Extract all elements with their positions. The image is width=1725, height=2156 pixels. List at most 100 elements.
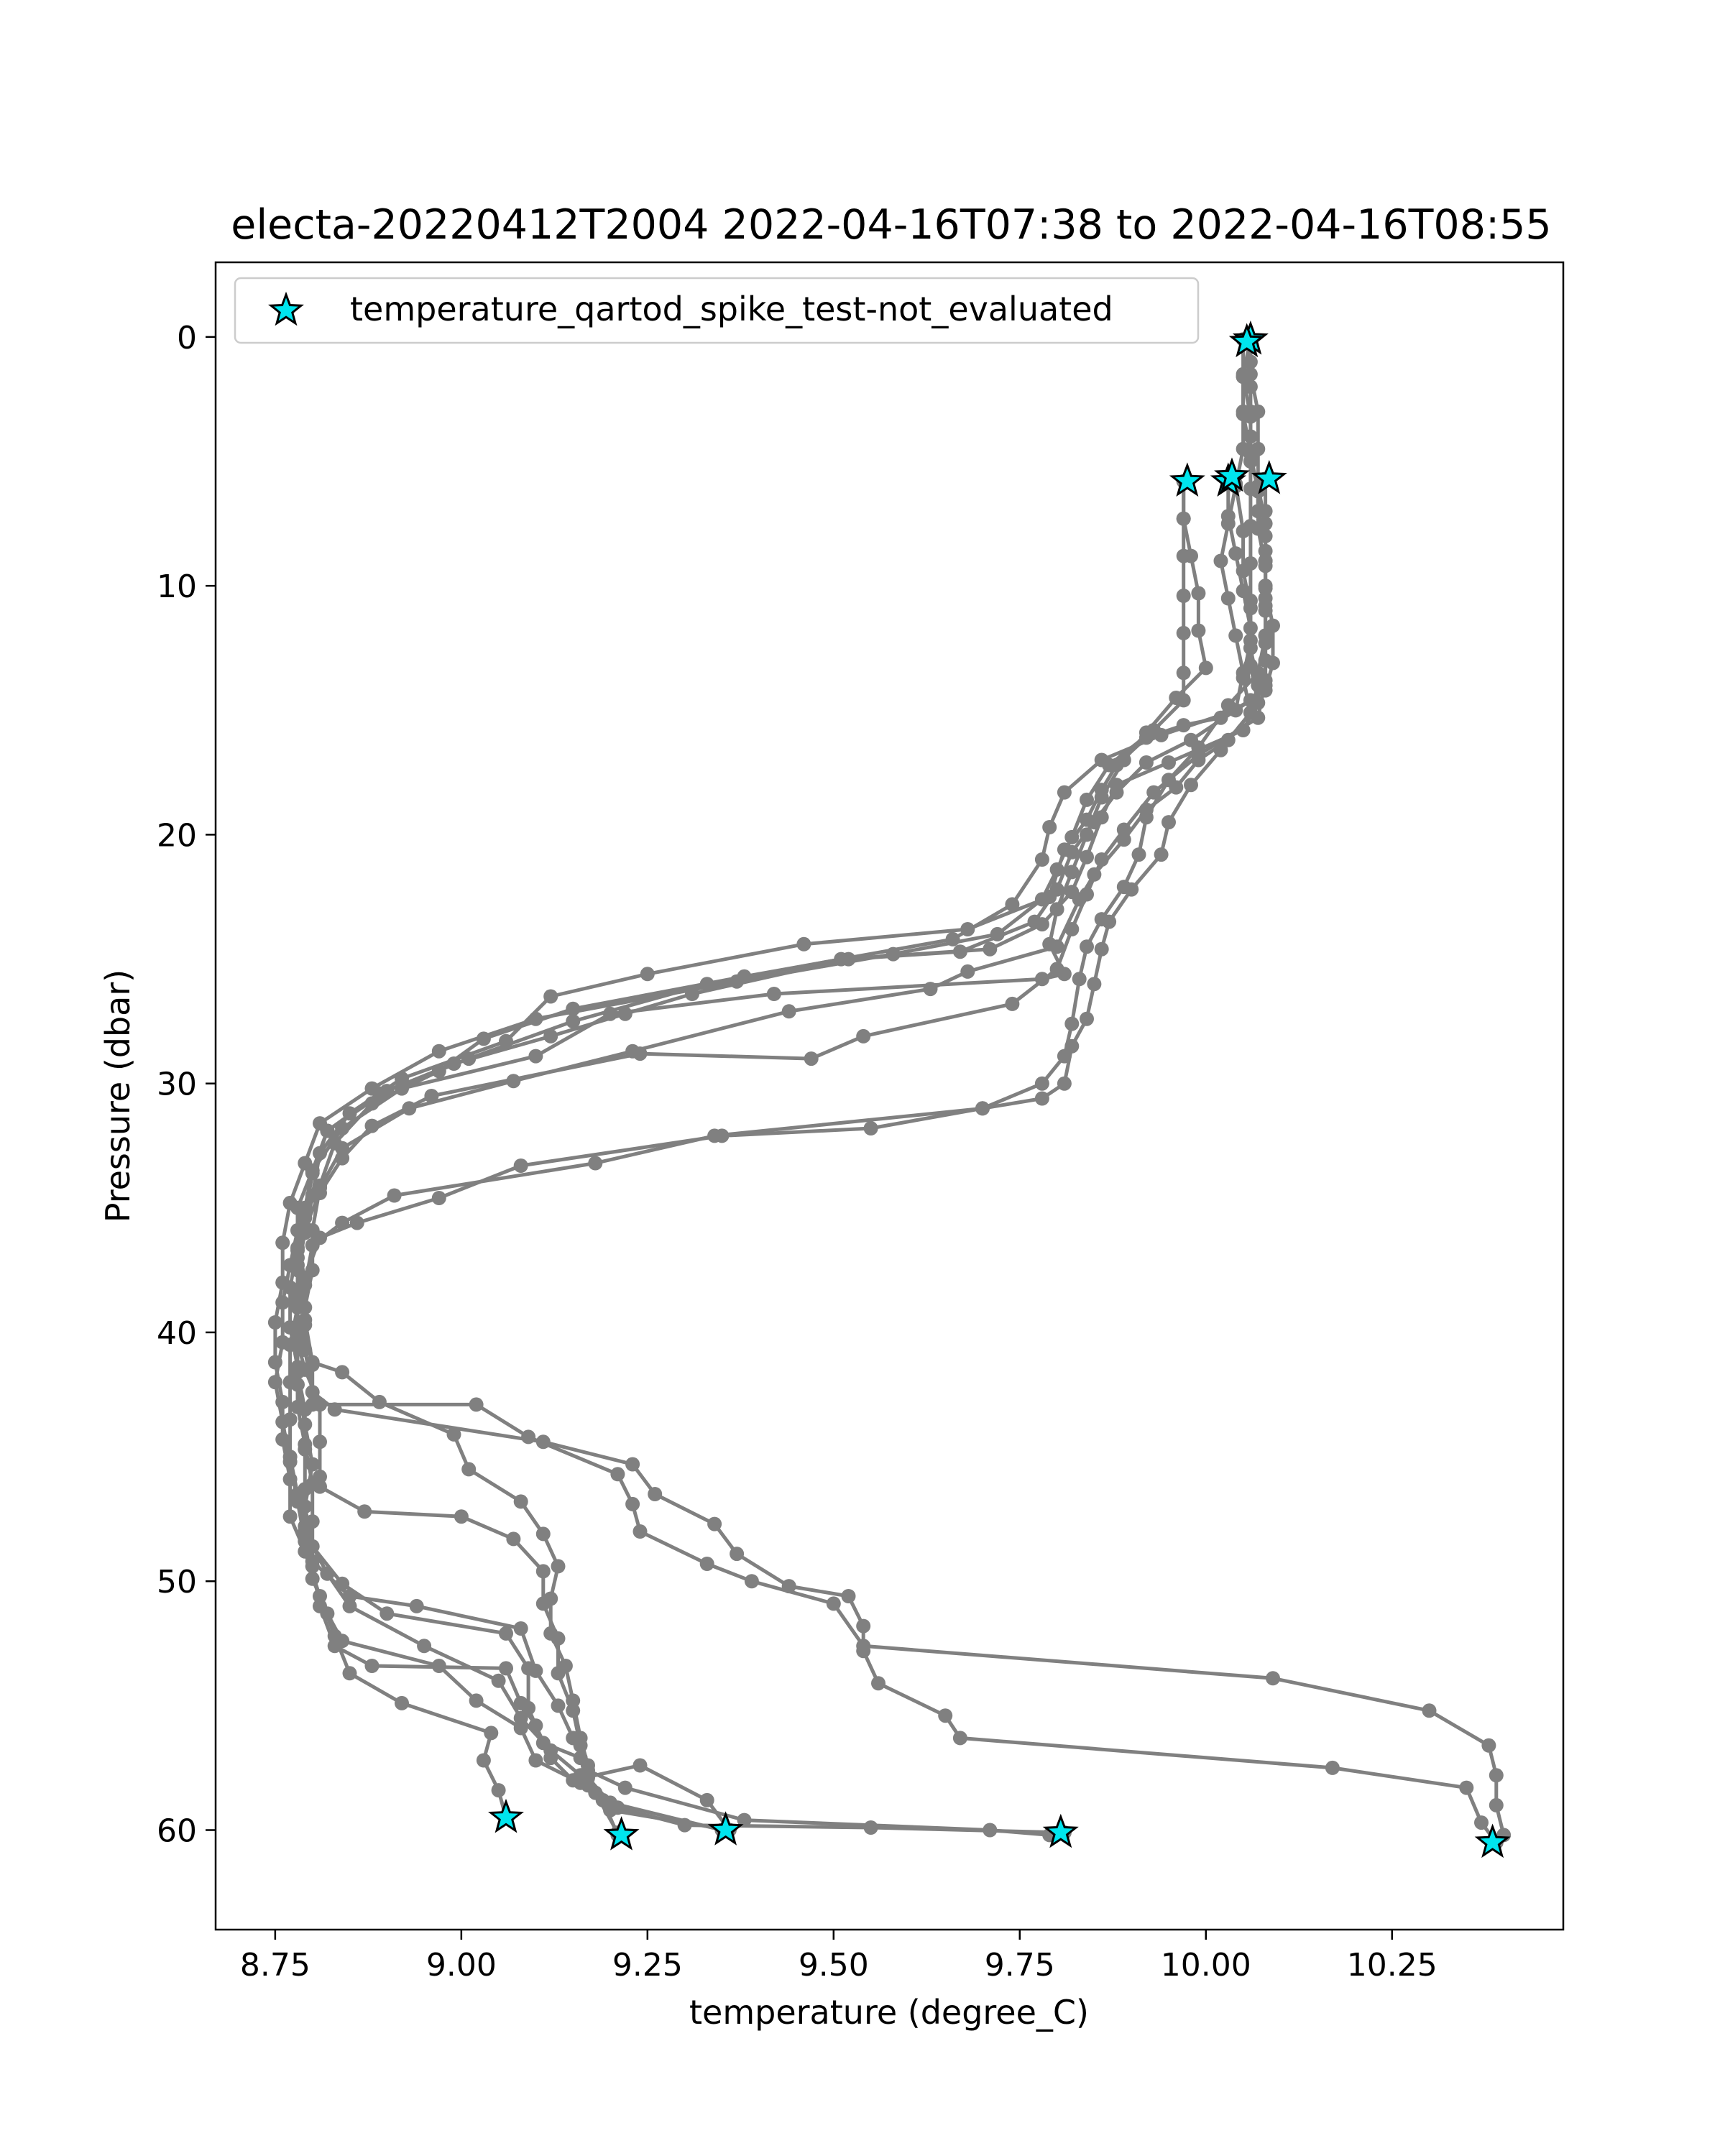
profile-point xyxy=(335,1151,350,1166)
profile-point xyxy=(566,1014,581,1029)
y-tick-label: 50 xyxy=(157,1564,197,1600)
profile-point xyxy=(282,1472,298,1487)
profile-point xyxy=(1154,847,1169,862)
profile-point xyxy=(305,1238,320,1253)
profile-point xyxy=(1162,755,1176,770)
profile-point xyxy=(1169,691,1184,705)
profile-point xyxy=(990,926,1005,941)
profile-point xyxy=(1094,790,1109,805)
profile-point xyxy=(1049,902,1064,917)
profile-point xyxy=(1422,1703,1437,1718)
profile-point xyxy=(1481,1738,1496,1753)
profile-point xyxy=(1005,996,1020,1011)
spike-flags xyxy=(488,320,1511,1858)
profile-point xyxy=(871,1676,886,1691)
profile-point xyxy=(528,1718,543,1733)
profile-point xyxy=(983,1823,998,1838)
profile-point xyxy=(551,1631,566,1646)
profile-point xyxy=(543,1751,558,1766)
profile-point xyxy=(1176,665,1191,681)
profile-point xyxy=(1236,369,1251,384)
profile-point xyxy=(1087,977,1102,992)
profile-point xyxy=(1124,882,1139,897)
series-lines xyxy=(267,332,1512,1850)
profile-point xyxy=(267,1355,282,1370)
profile-point xyxy=(1198,660,1213,676)
profile-point xyxy=(543,1028,558,1044)
profile-point xyxy=(1116,752,1131,768)
profile-point xyxy=(1080,827,1094,842)
profile-point xyxy=(298,1482,313,1497)
profile-point xyxy=(491,1673,506,1688)
spike-flag-marker xyxy=(1042,1813,1079,1848)
profile-point xyxy=(357,1504,372,1519)
profile-point xyxy=(632,1758,648,1773)
profile-point xyxy=(1042,820,1057,834)
y-tick-label: 40 xyxy=(157,1315,197,1352)
profile-point xyxy=(327,1639,342,1654)
profile-point xyxy=(863,1820,878,1835)
profile-point xyxy=(491,1783,506,1798)
profile-point xyxy=(313,1434,327,1450)
y-tick-label: 30 xyxy=(157,1067,197,1103)
profile-point xyxy=(1116,822,1131,837)
profile-point xyxy=(290,1494,305,1509)
spike-flag-marker xyxy=(603,1816,640,1851)
profile-point xyxy=(395,1081,409,1096)
profile-point xyxy=(1251,710,1266,725)
profile-point xyxy=(551,1698,566,1713)
legend-label: temperature_qartod_spike_test-not_evalua… xyxy=(350,290,1113,328)
profile-point xyxy=(1191,586,1206,601)
profile-point xyxy=(625,1457,640,1472)
profile-point xyxy=(766,987,781,1001)
profile-point xyxy=(275,1432,290,1447)
profile-point xyxy=(364,1118,380,1133)
spike-flag-marker xyxy=(1251,460,1287,494)
profile-point xyxy=(298,1402,313,1417)
profile-point xyxy=(975,1101,990,1116)
profile-point xyxy=(513,1720,528,1736)
profile-point xyxy=(335,1365,350,1380)
profile-point xyxy=(267,1315,282,1330)
profile-point xyxy=(1184,548,1198,563)
profile-point xyxy=(290,1243,305,1258)
profile-point xyxy=(1057,967,1072,982)
profile-point xyxy=(566,1703,581,1718)
profile-point xyxy=(1191,747,1206,763)
spike-flag-marker xyxy=(707,1811,744,1846)
profile-point xyxy=(469,1397,484,1412)
profile-point xyxy=(461,1462,477,1477)
x-ticks: 8.75 9.00 9.25 9.50 9.75 10.00 10.25 xyxy=(240,1930,1438,1984)
profile-line xyxy=(303,339,1268,1834)
y-axis-label: Pressure (dbar) xyxy=(98,969,137,1222)
profile-point xyxy=(1094,810,1109,825)
profile-point xyxy=(603,1795,617,1810)
profile-point xyxy=(528,1663,543,1678)
profile-point xyxy=(826,1596,841,1611)
profile-point xyxy=(364,1659,380,1673)
profile-point xyxy=(431,1191,446,1205)
profile-point xyxy=(796,936,811,952)
profile-point xyxy=(1266,618,1280,633)
profile-line xyxy=(295,481,1208,1831)
profile-point xyxy=(521,1429,536,1445)
profile-point xyxy=(1131,847,1146,862)
profile-point xyxy=(1258,673,1273,688)
y-tick-label: 0 xyxy=(177,320,197,356)
profile-point xyxy=(513,1494,528,1509)
profile-point xyxy=(1220,509,1236,524)
profile-point xyxy=(1080,1011,1094,1026)
profile-point xyxy=(1213,742,1228,757)
profile-point xyxy=(387,1188,402,1203)
profile-point xyxy=(506,1531,521,1547)
profile-point xyxy=(454,1509,469,1524)
profile-point xyxy=(707,1516,722,1531)
profile-point xyxy=(305,1559,320,1574)
profile-point xyxy=(1057,785,1072,800)
profile-point xyxy=(952,1731,967,1746)
profile-point xyxy=(551,1666,566,1681)
profile-point xyxy=(1176,589,1191,603)
profile-point xyxy=(1191,623,1206,638)
spike-flag-marker xyxy=(1474,1823,1511,1858)
profile-point xyxy=(313,1186,327,1200)
